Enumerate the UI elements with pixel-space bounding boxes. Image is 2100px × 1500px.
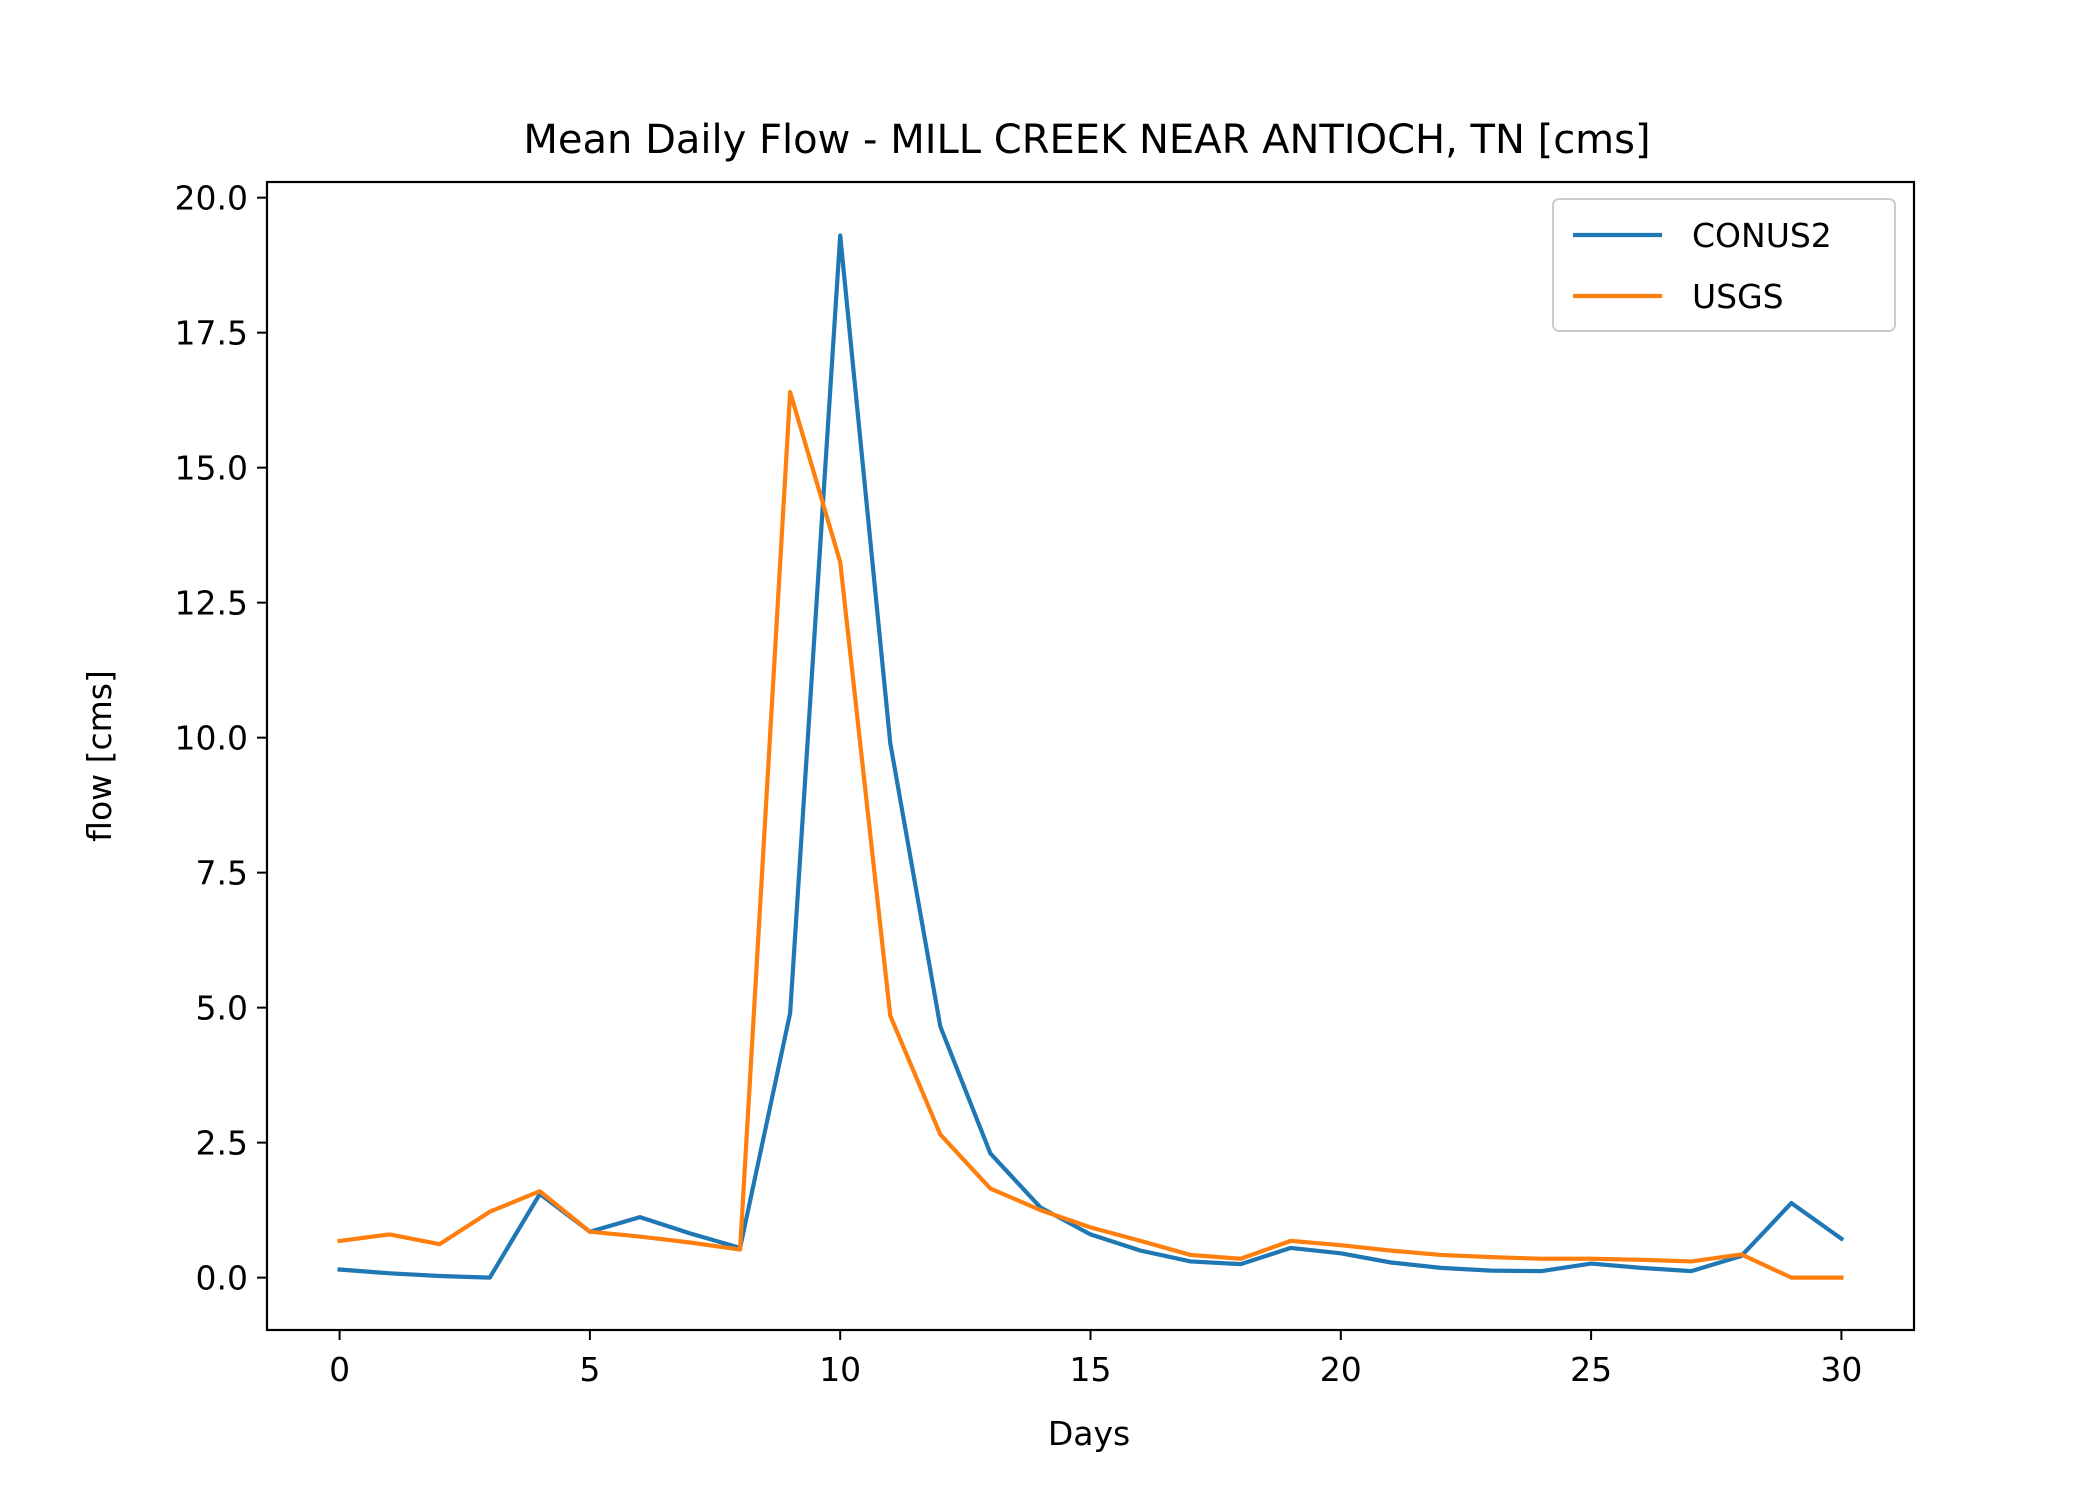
y-tick-label: 10.0	[175, 719, 248, 758]
chart-title: Mean Daily Flow - MILL CREEK NEAR ANTIOC…	[523, 117, 1650, 163]
x-tick-label: 20	[1320, 1350, 1362, 1389]
y-axis-label: flow [cms]	[80, 670, 119, 842]
x-tick-label: 30	[1820, 1350, 1862, 1389]
y-tick-label: 7.5	[196, 854, 248, 893]
x-axis-label: Days	[1048, 1414, 1130, 1453]
x-tick-label: 5	[579, 1350, 600, 1389]
x-tick-label: 10	[819, 1350, 861, 1389]
x-tick-label: 15	[1070, 1350, 1112, 1389]
y-tick-label: 5.0	[196, 989, 248, 1028]
y-tick-label: 12.5	[175, 584, 248, 623]
series-line-usgs	[337, 389, 1844, 1280]
legend-label-usgs: USGS	[1692, 277, 1784, 316]
y-axis: 0.0 2.5 5.0 7.5 10.0 12.5 15.0 17.5 20.0	[175, 179, 267, 1298]
y-tick-label: 0.0	[196, 1259, 248, 1298]
y-tick-label: 17.5	[175, 314, 248, 353]
y-tick-label: 20.0	[175, 179, 248, 218]
y-tick-label: 15.0	[175, 449, 248, 488]
legend-label-conus2: CONUS2	[1692, 216, 1832, 255]
legend: CONUS2 USGS	[1552, 198, 1896, 332]
x-tick-label: 0	[329, 1350, 350, 1389]
y-tick-label: 2.5	[196, 1124, 248, 1163]
x-axis: 0 5 10 15 20 25 30	[329, 1330, 1862, 1389]
x-tick-label: 25	[1570, 1350, 1612, 1389]
